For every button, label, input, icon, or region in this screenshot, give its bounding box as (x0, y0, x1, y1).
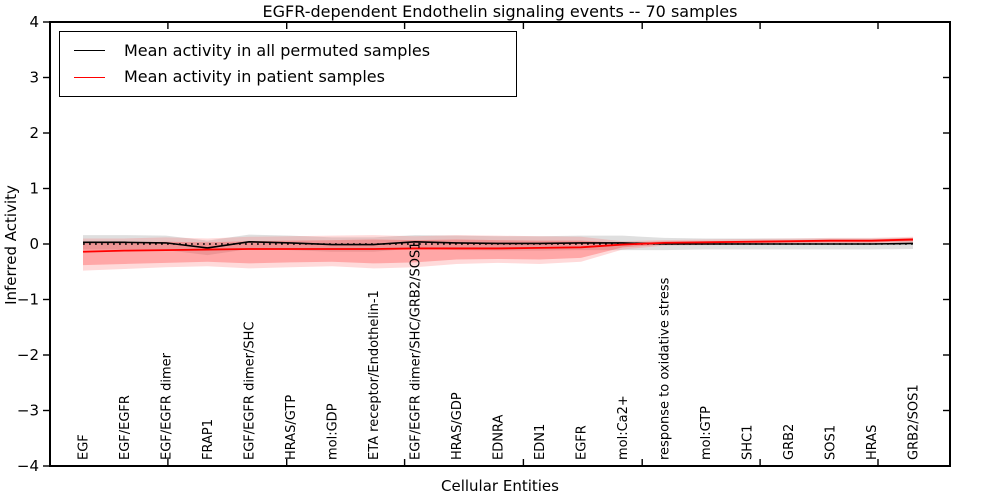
x-category-label: mol:GDP (326, 403, 341, 460)
x-category-label: EGF/EGFR dimer/SHC (243, 322, 258, 460)
x-category-label: HRAS/GTP (284, 395, 299, 460)
permuted-mean-line (83, 240, 914, 249)
y-tick-label: −3 (17, 402, 39, 420)
permuted-std-band (83, 234, 913, 256)
y-tick-label: −2 (17, 346, 39, 364)
legend-label-patient: Mean activity in patient samples (124, 67, 385, 87)
x-category-label: GRB2/SOS1 (907, 384, 922, 460)
chart-title: EGFR-dependent Endothelin signaling even… (262, 2, 738, 21)
y-tick-label: 1 (29, 180, 39, 198)
x-category-label: mol:GTP (699, 406, 714, 460)
x-category-label: ETA receptor/Endothelin-1 (367, 290, 382, 460)
y-tick-label: −1 (17, 291, 39, 309)
x-category-label: FRAP1 (201, 419, 216, 460)
x-category-label: EDN1 (533, 424, 548, 460)
patient-line-sample-icon (74, 76, 105, 78)
x-category-label: EGF/EGFR dimer (160, 352, 175, 460)
legend-item-permuted: Mean activity in all permuted samples (60, 40, 516, 60)
y-tick-label: 3 (29, 69, 39, 87)
y-tick-label: −4 (17, 457, 39, 475)
x-category-label: EGF/EGFR dimer/SHC/GRB2/SOS1 (409, 242, 424, 461)
x-category-label: GRB2 (782, 424, 797, 460)
legend-label-permuted: Mean activity in all permuted samples (124, 40, 431, 60)
x-category-label: SHC1 (741, 425, 756, 460)
y-tick-label: 2 (29, 124, 39, 142)
patient-inner-band (83, 237, 913, 266)
x-category-label: response to oxidative stress (658, 277, 673, 460)
permuted-line-sample-icon (74, 50, 105, 52)
x-axis-label: Cellular Entities (441, 477, 559, 495)
x-category-label: EDNRA (492, 415, 507, 460)
legend: Mean activity in all permuted samples Me… (59, 31, 517, 97)
x-category-label: EGF (77, 434, 92, 460)
x-category-label: HRAS/GDP (450, 392, 465, 460)
y-tick-label: 4 (29, 13, 39, 31)
x-category-label: mol:Ca2+ (616, 395, 631, 460)
legend-item-patient: Mean activity in patient samples (60, 69, 516, 85)
y-tick-label: 0 (29, 235, 39, 253)
x-category-label: EGFR (575, 425, 590, 460)
x-category-label: HRAS (865, 425, 880, 460)
patient-mean-line (82, 238, 914, 253)
x-category-label: SOS1 (824, 425, 839, 460)
x-category-label: EGF/EGFR (118, 395, 133, 460)
